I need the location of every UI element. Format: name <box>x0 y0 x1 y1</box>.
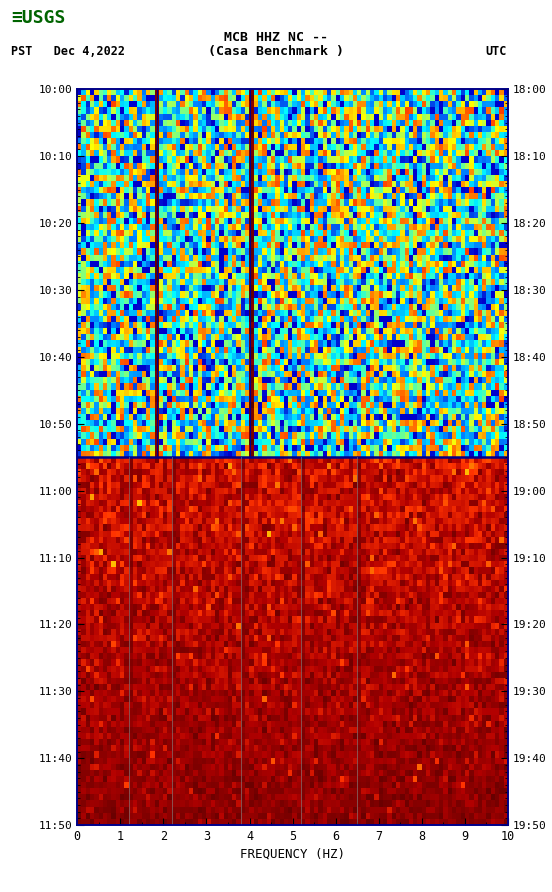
Text: UTC: UTC <box>486 45 507 58</box>
X-axis label: FREQUENCY (HZ): FREQUENCY (HZ) <box>240 847 345 860</box>
Text: (Casa Benchmark ): (Casa Benchmark ) <box>208 45 344 58</box>
Text: MCB HHZ NC --: MCB HHZ NC -- <box>224 31 328 45</box>
Text: ≡USGS: ≡USGS <box>11 9 66 27</box>
Text: PST   Dec 4,2022: PST Dec 4,2022 <box>11 45 125 58</box>
